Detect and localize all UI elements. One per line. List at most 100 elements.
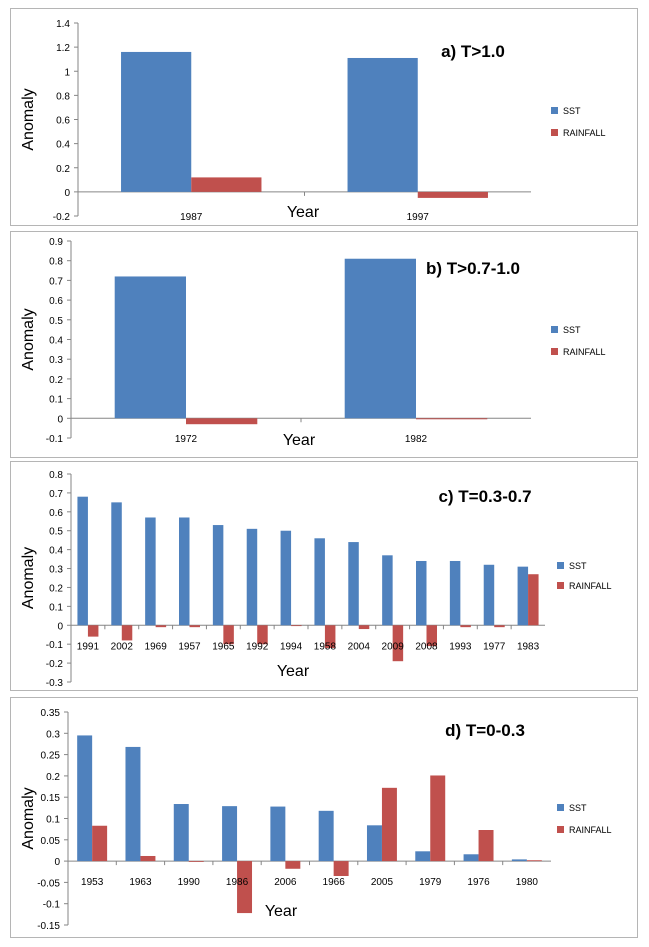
- bar-rainfall-1994: [291, 625, 302, 627]
- legend-label-sst: SST: [563, 106, 581, 116]
- y-tick-label: 0.3: [46, 729, 60, 740]
- x-tick-label: 1987: [180, 212, 203, 223]
- bar-sst-1972: [114, 276, 186, 419]
- y-tick-label: 0.3: [49, 565, 63, 576]
- bar-sst-2005: [366, 825, 382, 862]
- chart-title: d) T=0-0.3: [445, 721, 525, 740]
- legend-label-sst: SST: [569, 803, 587, 813]
- bar-sst-1987: [121, 51, 192, 192]
- bar-sst-2004: [348, 542, 359, 626]
- y-tick-label: -0.2: [53, 212, 71, 223]
- bar-sst-2006: [270, 806, 286, 862]
- bar-sst-1980: [511, 859, 527, 862]
- x-tick-label: 2005: [371, 877, 394, 888]
- y-tick-label: 0.4: [56, 140, 70, 151]
- legend-swatch-sst: [551, 326, 558, 333]
- legend-label-rainfall: RAINFALL: [563, 128, 606, 138]
- x-tick-label: 1965: [212, 641, 235, 652]
- y-tick-label: 1.2: [56, 43, 70, 54]
- x-tick-label: 1992: [246, 641, 269, 652]
- bar-rainfall-1992: [257, 625, 268, 645]
- y-tick-label: 0.25: [41, 751, 61, 762]
- y-tick-label: 0.8: [49, 257, 63, 268]
- y-tick-label: -0.1: [46, 434, 64, 445]
- bar-sst-1986: [222, 806, 238, 862]
- bar-sst-1991: [77, 496, 88, 626]
- x-tick-label: 1986: [226, 877, 249, 888]
- bar-rainfall-1990: [188, 861, 204, 862]
- x-tick-label: 1982: [405, 434, 428, 445]
- bar-rainfall-2009: [392, 625, 404, 662]
- y-axis-label: Anomaly: [20, 88, 37, 150]
- y-tick-label: -0.1: [46, 640, 64, 651]
- bar-rainfall-2006: [285, 861, 301, 869]
- bar-rainfall-1987: [191, 177, 262, 192]
- legend-swatch-rainfall: [551, 348, 558, 355]
- bar-rainfall-1957: [189, 625, 200, 628]
- chart-panel-a: 1.4 1.2 1 0.8 0.6 0.4 0.2 0 -0.2 1987 1997 a) T>1.0…: [10, 8, 638, 226]
- y-tick-label: 1.4: [56, 19, 70, 30]
- legend-swatch-sst: [551, 107, 558, 114]
- legend-label-sst: SST: [563, 325, 581, 335]
- x-axis-label: Year: [265, 903, 298, 920]
- y-tick-label: 0.2: [46, 772, 60, 783]
- y-tick-label: 0.6: [49, 296, 63, 307]
- y-tick-label: 0.6: [49, 508, 63, 519]
- bar-rainfall-1977: [494, 625, 505, 628]
- x-tick-label: 1966: [323, 877, 346, 888]
- y-tick-label: 0.1: [46, 815, 60, 826]
- bar-sst-1969: [145, 517, 156, 626]
- bar-sst-1997: [347, 57, 418, 192]
- legend-label-rainfall: RAINFALL: [569, 581, 612, 591]
- chart-a-svg: 1.4 1.2 1 0.8 0.6 0.4 0.2 0 -0.2 1987 1997 a) T>1.0…: [20, 19, 606, 223]
- x-axis-label: Year: [277, 663, 310, 680]
- x-tick-label: 2008: [415, 641, 438, 652]
- y-tick-label: 0.05: [41, 836, 61, 847]
- y-tick-label: 0.6: [56, 116, 70, 127]
- bar-rainfall-1993: [460, 625, 471, 628]
- bar-sst-1976: [463, 854, 479, 862]
- x-tick-label: 1958: [314, 641, 337, 652]
- x-tick-label: 1977: [483, 641, 506, 652]
- y-tick-label: 0.7: [49, 489, 63, 500]
- y-tick-label: 0.2: [49, 375, 63, 386]
- bar-rainfall-1958: [324, 625, 336, 648]
- chart-b-svg: 0.9 0.8 0.7 0.6 0.5 0.4 0.3 0.2 0.1 0 -0.1 1972 1982…: [20, 237, 606, 449]
- bar-rainfall-1991: [87, 625, 99, 637]
- y-tick-label: 0.1: [49, 395, 63, 406]
- y-tick-label: 0.35: [41, 708, 61, 719]
- x-tick-label: 2002: [111, 641, 134, 652]
- bar-sst-1979: [415, 851, 431, 862]
- bar-rainfall-1972: [186, 418, 258, 425]
- bar-rainfall-1953: [92, 825, 108, 862]
- y-tick-label: 0.5: [49, 316, 63, 327]
- y-tick-label: 0.4: [49, 546, 63, 557]
- y-tick-label: 0: [57, 414, 63, 425]
- legend-swatch-rainfall: [557, 826, 564, 833]
- chart-d-svg: 0.35 0.3 0.25 0.2 0.15 0.1 0.05 0 -0.05 -0.1 -0.15…: [20, 708, 612, 932]
- bar-sst-1993: [449, 560, 461, 626]
- chart-c-svg: 0.8 0.7 0.6 0.5 0.4 0.3 0.2 0.1 0 -0.1 -0.2 -0.3 199…: [20, 470, 612, 689]
- chart-panel-c: 0.8 0.7 0.6 0.5 0.4 0.3 0.2 0.1 0 -0.1 -0.2 -0.3 199…: [10, 461, 638, 691]
- bar-rainfall-1966: [333, 861, 349, 877]
- bar-rainfall-2004: [358, 625, 370, 630]
- x-tick-label: 1994: [280, 641, 303, 652]
- x-tick-label: 1972: [175, 434, 198, 445]
- y-axis-label: Anomaly: [20, 308, 37, 370]
- y-tick-label: 0.15: [41, 793, 61, 804]
- chart-panel-d: 0.35 0.3 0.25 0.2 0.15 0.1 0.05 0 -0.05 -0.1 -0.15…: [10, 697, 638, 938]
- x-tick-label: 1969: [145, 641, 168, 652]
- legend-swatch-rainfall: [557, 582, 564, 589]
- x-tick-label: 1980: [516, 877, 539, 888]
- x-tick-label: 1976: [467, 877, 490, 888]
- bar-sst-1965: [212, 525, 224, 626]
- y-tick-label: -0.1: [43, 900, 61, 911]
- x-tick-label: 1983: [517, 641, 540, 652]
- legend-swatch-rainfall: [551, 129, 558, 136]
- chart-title: a) T>1.0: [441, 42, 505, 61]
- y-tick-label: 0.9: [49, 237, 63, 248]
- bar-sst-2009: [382, 555, 393, 626]
- x-tick-label: 1953: [81, 877, 104, 888]
- bar-rainfall-2005: [381, 787, 397, 862]
- y-tick-label: 1: [64, 67, 70, 78]
